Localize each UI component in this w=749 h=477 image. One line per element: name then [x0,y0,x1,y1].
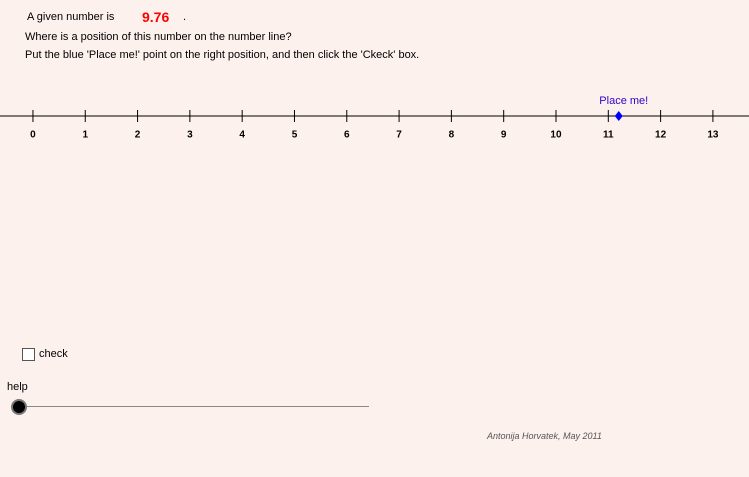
tick-label: 11 [603,130,614,141]
help-slider-knob[interactable] [11,399,27,415]
tick-label: 9 [501,130,507,141]
tick-label: 10 [550,130,562,141]
given-prefix: A given number is [27,11,115,23]
tick-label: 1 [82,130,88,141]
tick-label: 12 [655,130,667,141]
tick-label: 8 [449,130,455,141]
check-box[interactable] [22,348,35,361]
tick-label: 6 [344,130,350,141]
question: Where is a position of this number on th… [25,31,292,43]
tick-label: 3 [187,130,193,141]
given-number: 9.76 [142,9,170,25]
tick-label: 7 [396,130,402,141]
tick-label: 13 [707,130,719,141]
instruction: Put the blue 'Place me!' point on the ri… [25,49,420,61]
check-label[interactable]: check [39,348,68,360]
tick-label: 2 [135,130,141,141]
place-me-label: Place me! [599,95,648,107]
place-me-point[interactable] [614,111,623,121]
tick-label: 4 [239,130,245,141]
credit: Antonija Horvatek, May 2011 [487,431,602,441]
given-suffix: . [183,11,187,23]
help-label: help [7,381,28,393]
tick-label: 0 [30,130,36,141]
help-slider-track[interactable] [18,406,369,407]
tick-label: 5 [292,130,298,141]
